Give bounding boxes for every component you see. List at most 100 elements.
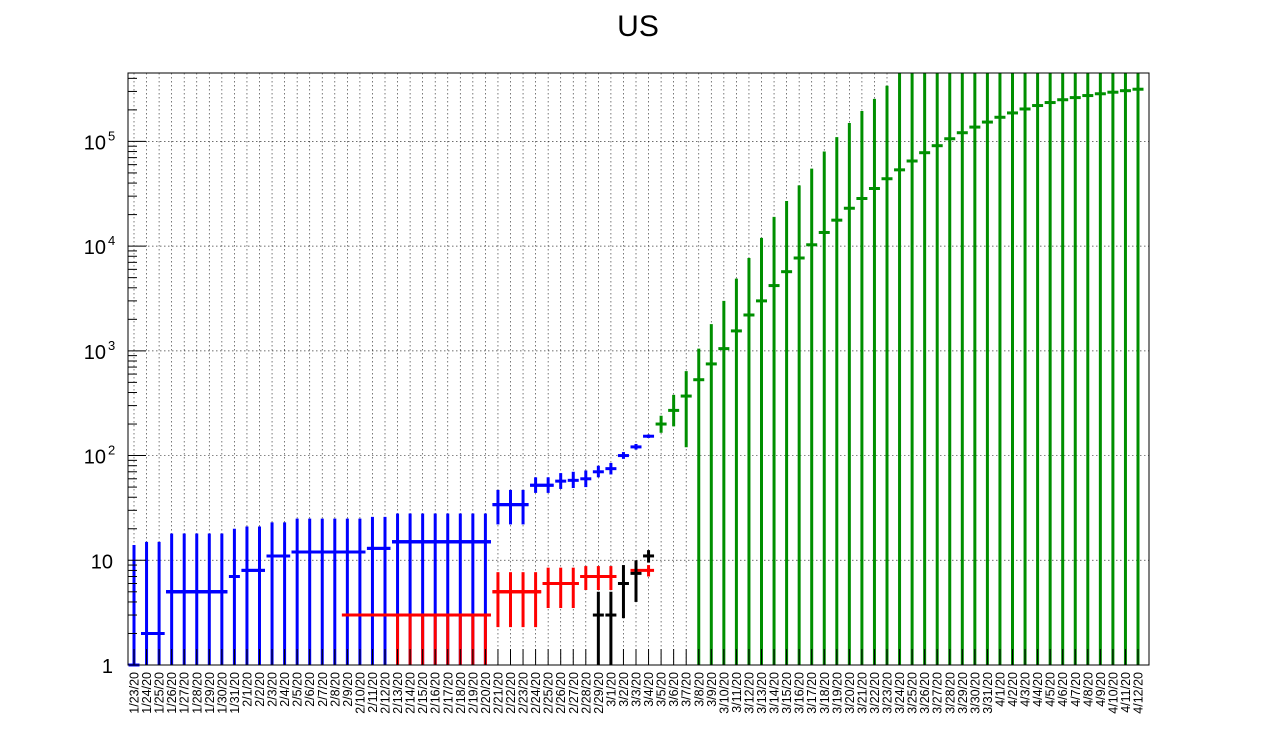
data-point (730, 278, 742, 665)
data-point (392, 513, 491, 665)
x-tick-label: 4/12/20 (1132, 672, 1146, 714)
x-tick-label: 3/2/20 (617, 672, 631, 707)
x-tick-label: 1/29/20 (203, 672, 217, 714)
x-tick-label: 1/28/20 (190, 672, 204, 714)
data-point (291, 518, 366, 665)
x-tick-label: 3/11/20 (730, 672, 744, 713)
data-point (266, 522, 291, 665)
data-point (392, 513, 491, 665)
x-tick-label: 1/25/20 (153, 672, 167, 714)
data-point (392, 513, 491, 665)
x-tick-label: 1/26/20 (165, 672, 179, 714)
data-point (1069, 73, 1081, 665)
x-tick-label: 4/11/20 (1119, 672, 1133, 713)
x-tick-label: 3/6/20 (667, 672, 681, 707)
x-tick-label: 3/30/20 (968, 672, 982, 714)
data-point (291, 518, 366, 665)
x-tick-label: 3/22/20 (868, 672, 882, 714)
data-point (781, 200, 793, 665)
data-point (392, 513, 491, 665)
x-tick-label: 3/1/20 (604, 672, 618, 707)
data-point (1119, 73, 1131, 665)
x-tick-label: 2/22/20 (504, 672, 518, 714)
x-tick-label: 2/7/20 (316, 672, 330, 707)
data-point (1007, 73, 1018, 665)
data-point (693, 348, 705, 665)
x-tick-label: 4/3/20 (1019, 672, 1033, 707)
chart-title: US (617, 10, 659, 43)
x-tick-label: 2/4/20 (278, 672, 292, 707)
data-point (392, 513, 491, 665)
data-point (605, 462, 617, 475)
y-tick-label: 10 (91, 551, 113, 573)
data-point (743, 258, 755, 665)
x-tick-label: 4/4/20 (1031, 672, 1045, 707)
x-tick-label: 2/23/20 (517, 672, 531, 714)
data-point (630, 565, 655, 577)
x-tick-label: 3/20/20 (843, 672, 857, 714)
x-tick-label: 2/16/20 (429, 672, 443, 714)
grid (128, 73, 1149, 665)
data-point (492, 572, 542, 628)
x-tick-label: 2/5/20 (291, 672, 305, 707)
x-tick-label: 4/6/20 (1056, 672, 1070, 707)
data-point (166, 533, 228, 665)
x-tick-label: 4/5/20 (1044, 672, 1058, 707)
data-point (643, 434, 655, 439)
data-point (366, 516, 391, 665)
data-point (241, 526, 265, 665)
x-tick-label: 2/8/20 (328, 672, 342, 707)
x-tick-label: 3/24/20 (893, 672, 907, 714)
data-point (1132, 73, 1144, 665)
data-point (492, 572, 542, 628)
x-tick-label: 3/29/20 (956, 672, 970, 714)
data-point (617, 565, 629, 619)
data-point (831, 137, 843, 665)
data-point (366, 516, 391, 665)
x-tick-label: 2/14/20 (404, 672, 418, 714)
x-tick-label: 2/24/20 (529, 672, 543, 714)
data-point (128, 544, 140, 667)
x-tick-label: 2/10/20 (353, 672, 367, 714)
x-tick-label: 3/13/20 (755, 672, 769, 714)
x-tick-label: 2/29/20 (592, 672, 606, 714)
x-tick-label: 4/8/20 (1081, 672, 1095, 707)
y-tick-exponent: 5 (108, 128, 115, 143)
data-point (567, 471, 579, 489)
data-point (241, 526, 265, 665)
data-point (1057, 73, 1069, 665)
x-tick-label: 3/12/20 (742, 672, 756, 714)
data-point (906, 73, 918, 665)
x-tick-label: 3/18/20 (818, 672, 832, 714)
x-tick-label: 3/8/20 (692, 672, 706, 707)
data-point (1107, 73, 1119, 665)
data-point (643, 550, 655, 563)
x-tick-label: 1/27/20 (178, 672, 192, 714)
x-tick-label: 2/18/20 (454, 672, 468, 714)
x-tick-label: 2/12/20 (379, 672, 393, 714)
data-point (919, 73, 931, 665)
y-tick-label: 10 (84, 132, 106, 154)
data-point (530, 477, 554, 493)
x-tick-label: 3/26/20 (918, 672, 932, 714)
x-tick-label: 3/10/20 (717, 672, 731, 714)
x-tick-label: 2/17/20 (441, 672, 455, 714)
x-tick-label: 2/6/20 (303, 672, 317, 707)
x-tick-label: 3/25/20 (906, 672, 920, 714)
data-point (944, 73, 956, 665)
x-tick-label: 2/2/20 (253, 672, 267, 707)
x-tick-label: 1/23/20 (128, 672, 142, 714)
data-point (630, 443, 642, 450)
data-point (793, 185, 805, 665)
data-point (705, 324, 717, 665)
x-tick-label: 2/15/20 (416, 672, 430, 714)
data-point (492, 572, 542, 628)
data-point (592, 465, 604, 478)
x-tick-label: 2/1/20 (240, 672, 254, 707)
data-point (655, 415, 667, 433)
x-tick-label: 3/23/20 (881, 672, 895, 714)
data-point (291, 518, 366, 665)
y-tick-label: 10 (84, 237, 106, 259)
x-tick-label: 4/9/20 (1094, 672, 1108, 707)
